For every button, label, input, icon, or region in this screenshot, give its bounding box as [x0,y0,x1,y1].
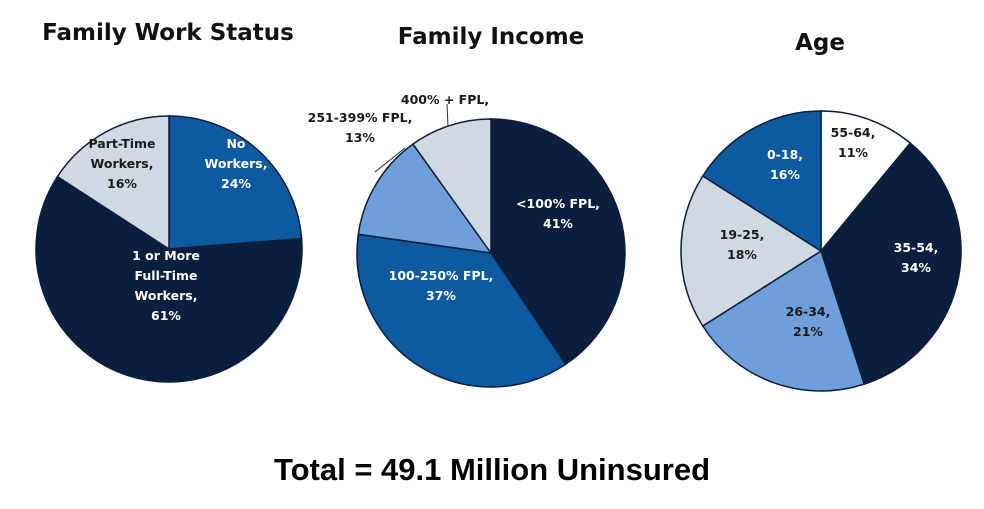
slice-part-time [56,115,170,251]
label-part-time: Part-Time Workers, 16% [88,136,155,191]
label-0-18: 0-18, 16% [767,147,803,182]
pie-family-income: <100% FPL, 41% 100-250% FPL, 37% 251-399% FP… [308,24,626,388]
label-100-250-fpl: 100-250% FPL, 37% [389,268,494,303]
slice-26-34 [701,249,866,392]
slice-19-25 [680,174,823,328]
slice-1-or-more [35,175,303,383]
slice-0-18 [701,110,822,253]
label-251-399-fpl: 251-399% FPL, 13% [308,110,413,145]
label-400-fpl: 400% + FPL, [401,92,489,107]
chart-title-family-income: Family Income [398,24,585,50]
pie-age: 55-64, 11% 35-54, 34% 26-34, 21% 19-25, 18% 0-18… [680,30,962,392]
label-100-fpl: <100% FPL, 41% [516,196,600,231]
chart-title-age: Age [795,30,845,56]
label-35-54: 35-54, 34% [894,240,939,275]
slice-35-54 [820,142,962,386]
label-55-64: 55-64, 11% [831,125,876,160]
slice-100-fpl [490,118,626,366]
label-no: No Workers, 24% [205,136,268,191]
total-uninsured-caption: Total = 49.1 Million Uninsured [273,452,711,487]
pie-family-work-status: No Workers, 24% 1 or More Full-Time Workers, 6… [35,20,303,383]
slice-400-fpl [411,118,492,256]
slice-100-250-fpl [356,233,567,388]
slice-251-399-fpl [357,143,493,254]
slice-55-64 [820,110,912,254]
label-1-or-more: 1 or More Full-Time Workers, 61% [132,248,200,323]
leader-line-400-fpl [446,103,449,127]
label-26-34: 26-34, 21% [786,304,831,339]
slice-no [168,115,303,250]
pie-charts-canvas: No Workers, 24% 1 or More Full-Time Workers, 6… [35,20,962,392]
label-19-25: 19-25, 18% [720,227,765,262]
chart-title-family-work-status: Family Work Status [42,20,294,46]
leader-line-251-399-fpl [374,147,406,173]
